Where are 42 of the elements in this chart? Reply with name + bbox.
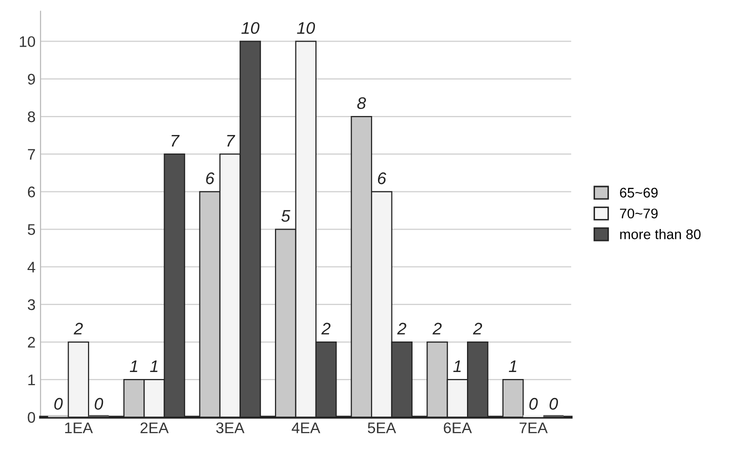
data-label: 2 (472, 322, 482, 334)
y-tick-label: 5 (28, 224, 36, 235)
x-tick-label: 3EA (216, 422, 244, 434)
data-label: 1 (130, 360, 138, 372)
x-tick-label: 5EA (368, 422, 396, 434)
data-label: 2 (74, 322, 83, 334)
y-tick-label: 1 (28, 374, 35, 386)
data-label: 0 (54, 398, 63, 410)
data-label: 7 (227, 135, 236, 146)
y-tick-label: 6 (28, 186, 36, 198)
y-tick-label: 3 (28, 299, 36, 310)
data-label: 2 (321, 322, 330, 334)
data-label: 6 (378, 172, 386, 184)
data-label: 0 (550, 398, 558, 410)
x-tick-label: 1EA (65, 422, 93, 434)
y-tick-label: 0 (28, 412, 36, 423)
legend-label: 65~69 (620, 188, 658, 198)
data-label: 5 (281, 210, 290, 222)
data-label: 8 (357, 97, 366, 110)
y-tick-label: 8 (28, 111, 36, 122)
data-label: 2 (432, 322, 442, 334)
legend-label: 70~79 (620, 208, 658, 218)
y-tick-label: 4 (28, 262, 36, 272)
x-tick-label: 6EA (444, 422, 472, 434)
x-tick-label: 2EA (140, 422, 169, 434)
y-tick-label: 9 (28, 74, 35, 85)
data-label: 1 (453, 360, 461, 372)
legend-label: more than 80 (620, 229, 701, 240)
data-label: 1 (150, 360, 158, 372)
data-label: 0 (529, 398, 538, 410)
data-label: 10 (241, 22, 260, 34)
data-label: 10 (297, 22, 315, 34)
y-tick-label: 7 (28, 149, 35, 160)
data-label: 1 (508, 360, 516, 372)
y-tick-label: 2 (28, 336, 35, 348)
data-label: 2 (397, 322, 406, 334)
y-tick-label: 10 (20, 36, 36, 48)
data-label: 6 (206, 172, 214, 184)
x-tick-label: 7EA (520, 422, 548, 434)
data-label: 0 (94, 398, 104, 410)
x-tick-label: 4EA (292, 422, 320, 434)
data-label: 7 (172, 135, 180, 146)
